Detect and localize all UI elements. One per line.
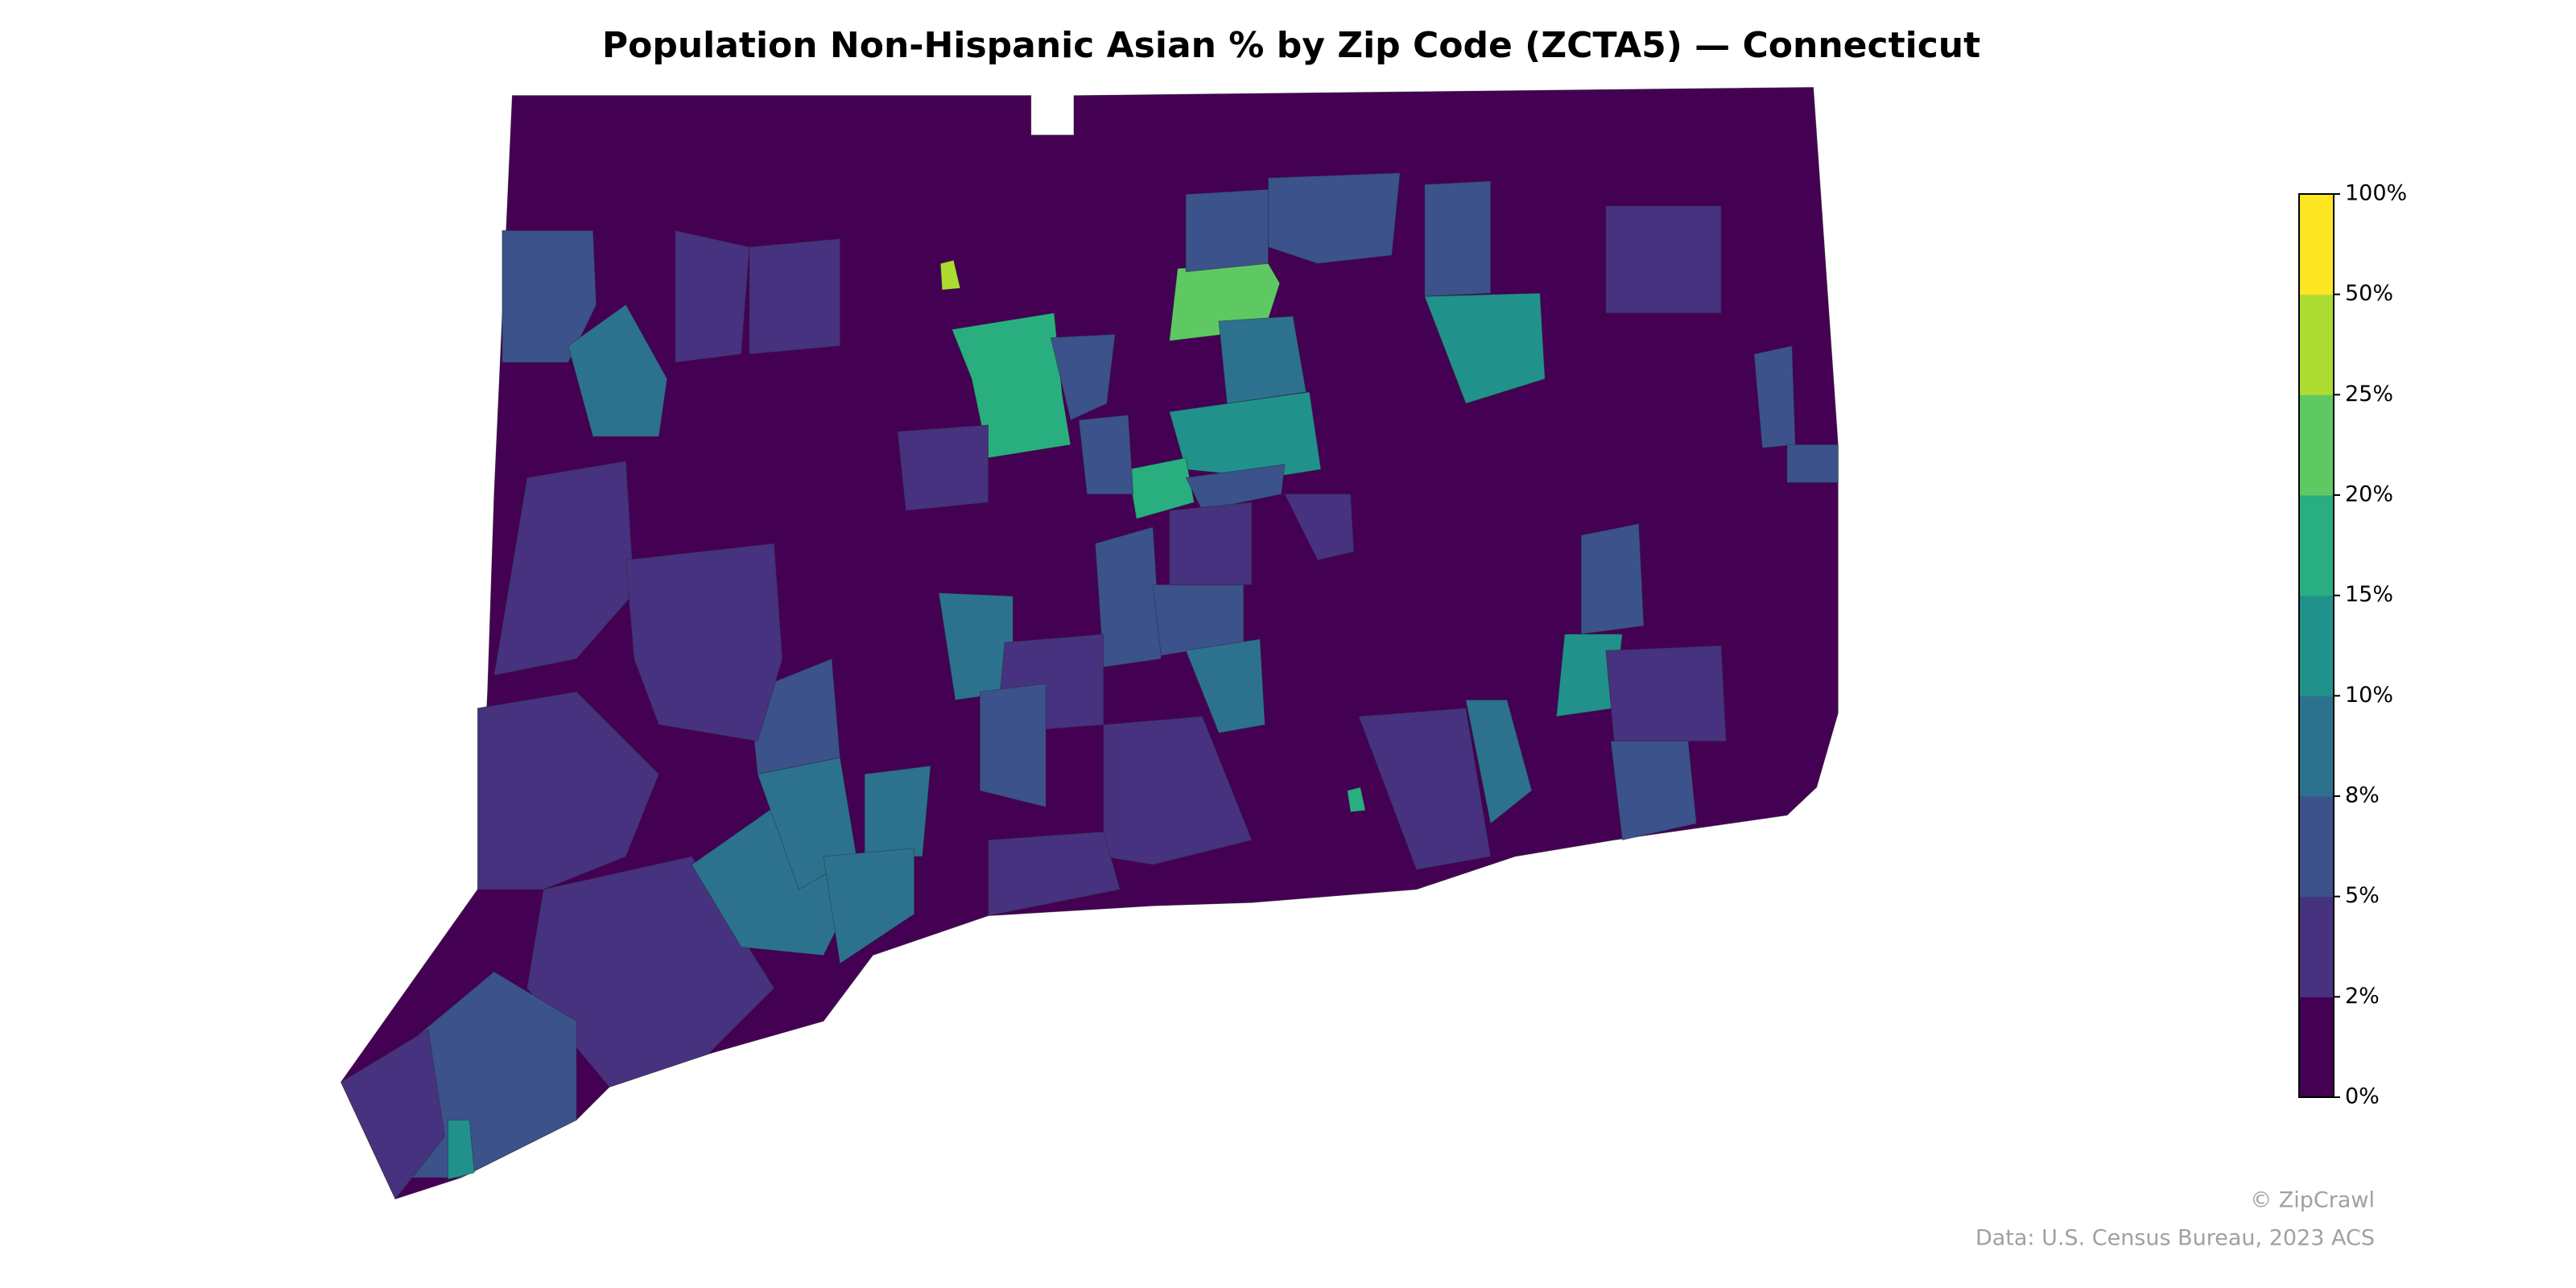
zip-region — [1169, 502, 1253, 585]
zip-region — [526, 856, 775, 1088]
colorbar-segment — [2299, 997, 2334, 1098]
zip-region — [749, 238, 840, 355]
zip-region — [448, 1119, 475, 1180]
colorbar-segment — [2299, 495, 2334, 597]
state-map — [341, 87, 1839, 1200]
colorbar-tick-label: 100% — [2345, 181, 2407, 206]
zip-region — [1605, 205, 1722, 314]
zip-region — [568, 303, 668, 437]
zip-region — [1786, 444, 1839, 483]
zip-region — [1078, 415, 1134, 495]
zip-region — [1268, 172, 1401, 264]
zip-region — [1095, 526, 1162, 668]
zip-region — [897, 424, 989, 511]
colorbar-segment — [2299, 796, 2334, 898]
zip-region — [823, 848, 914, 964]
colorbar-tick-label: 50% — [2345, 281, 2393, 306]
colorbar-tick-label: 15% — [2345, 582, 2393, 607]
zip-region — [477, 691, 659, 890]
zip-region — [1580, 523, 1645, 635]
zip-region — [952, 312, 1071, 459]
colorbar-tick-label: 8% — [2345, 783, 2380, 808]
zip-region — [1284, 493, 1355, 561]
colorbar-segment — [2299, 394, 2334, 496]
zip-region — [1218, 316, 1307, 404]
zip-region — [1605, 645, 1727, 742]
zip-region — [1347, 786, 1366, 813]
colorbar-segment — [2299, 194, 2334, 295]
colorbar-frame — [2298, 193, 2334, 1098]
colorbar-segment — [2299, 696, 2334, 797]
zip-region — [1424, 292, 1546, 404]
zip-region — [1358, 708, 1492, 870]
colorbar-tick-label: 2% — [2345, 984, 2380, 1009]
zip-region — [1185, 464, 1286, 511]
zip-region — [1610, 741, 1697, 840]
zip-region — [939, 259, 961, 291]
zip-region — [493, 460, 635, 676]
zip-region — [864, 765, 931, 857]
colorbar-tick-label: 5% — [2345, 883, 2380, 908]
zip-region — [1424, 180, 1491, 297]
zip-region — [1128, 457, 1195, 519]
colorbar-tick-label: 0% — [2345, 1084, 2380, 1109]
zip-region — [980, 683, 1046, 807]
colorbar-tick-label: 25% — [2345, 382, 2393, 407]
zip-region — [1185, 188, 1269, 272]
credit: © ZipCrawl — [2250, 1188, 2375, 1213]
zip-region — [1050, 333, 1116, 421]
zip-region — [675, 229, 750, 363]
colorbar-tick-label: 20% — [2345, 482, 2393, 507]
zip-region — [502, 230, 597, 363]
colorbar-segment — [2299, 595, 2334, 696]
source-note: Data: U.S. Census Bureau, 2023 ACS — [1975, 1226, 2375, 1251]
zip-region — [341, 1029, 445, 1200]
zip-region — [1185, 638, 1265, 733]
colorbar-segment — [2299, 896, 2334, 997]
chart-title: Population Non-Hispanic Asian % by Zip C… — [602, 25, 1980, 66]
zip-region — [625, 543, 783, 742]
colorbar-tick-label: 10% — [2345, 683, 2393, 708]
zip-region — [988, 831, 1121, 917]
zip-region — [1465, 700, 1533, 824]
colorbar-segment — [2299, 294, 2334, 395]
